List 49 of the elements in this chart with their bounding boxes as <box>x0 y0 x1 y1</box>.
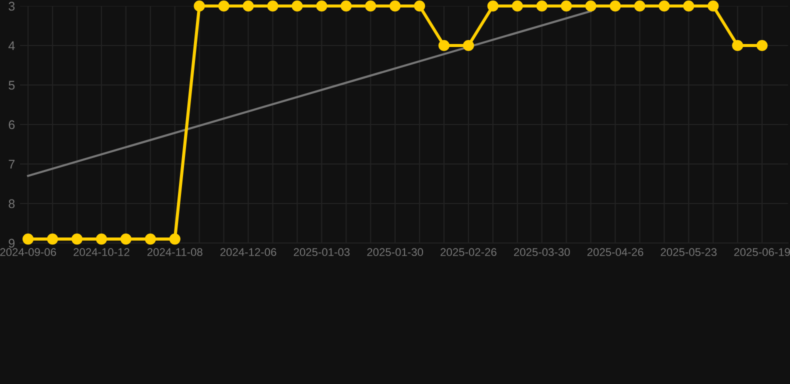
y-tick-label: 9 <box>8 238 15 248</box>
point <box>512 0 523 12</box>
x-tick-label: 2024-11-08 <box>147 248 202 256</box>
point <box>292 0 303 12</box>
point <box>658 0 670 12</box>
x-tick-label: 2025-05-23 <box>660 248 717 256</box>
y-tick-label: 8 <box>8 199 15 208</box>
x-tick-label: 2024-09-06 <box>0 248 56 256</box>
point <box>316 0 328 12</box>
point <box>462 40 474 52</box>
point <box>708 0 719 12</box>
point <box>169 233 180 245</box>
point <box>390 0 401 12</box>
point <box>438 40 450 52</box>
x-tick-label: 2025-02-26 <box>440 248 496 256</box>
point <box>683 0 694 12</box>
point <box>267 0 278 12</box>
x-tick-label: 2025-04-26 <box>587 248 644 256</box>
point <box>585 0 596 12</box>
y-tick-label: 6 <box>8 120 15 130</box>
point <box>756 40 768 52</box>
point <box>242 0 254 12</box>
y-tick-label: 7 <box>8 160 15 169</box>
point <box>732 40 744 52</box>
point <box>46 233 58 245</box>
x-tick-label: 2025-06-19 <box>734 248 790 256</box>
point <box>194 0 205 12</box>
point <box>610 0 621 12</box>
x-tick-label: 2024-10-12 <box>74 248 130 256</box>
point <box>414 0 426 12</box>
point <box>96 233 108 245</box>
point <box>365 0 376 12</box>
point <box>340 0 352 12</box>
point <box>487 0 498 12</box>
point <box>218 0 230 12</box>
point <box>22 233 34 245</box>
point <box>144 233 156 245</box>
point <box>71 233 83 245</box>
point <box>120 233 132 245</box>
y-tick-label: 4 <box>8 41 15 50</box>
y-tick-label: 3 <box>8 2 15 11</box>
point <box>536 0 548 12</box>
x-tick-label: 2025-01-03 <box>294 248 350 256</box>
x-tick-label: 2024-12-06 <box>220 248 276 256</box>
x-tick-label: 2025-01-30 <box>367 248 424 256</box>
point <box>634 0 646 12</box>
point <box>560 0 572 12</box>
y-tick-label: 5 <box>8 80 15 90</box>
x-tick-label: 2025-03-30 <box>514 248 570 256</box>
